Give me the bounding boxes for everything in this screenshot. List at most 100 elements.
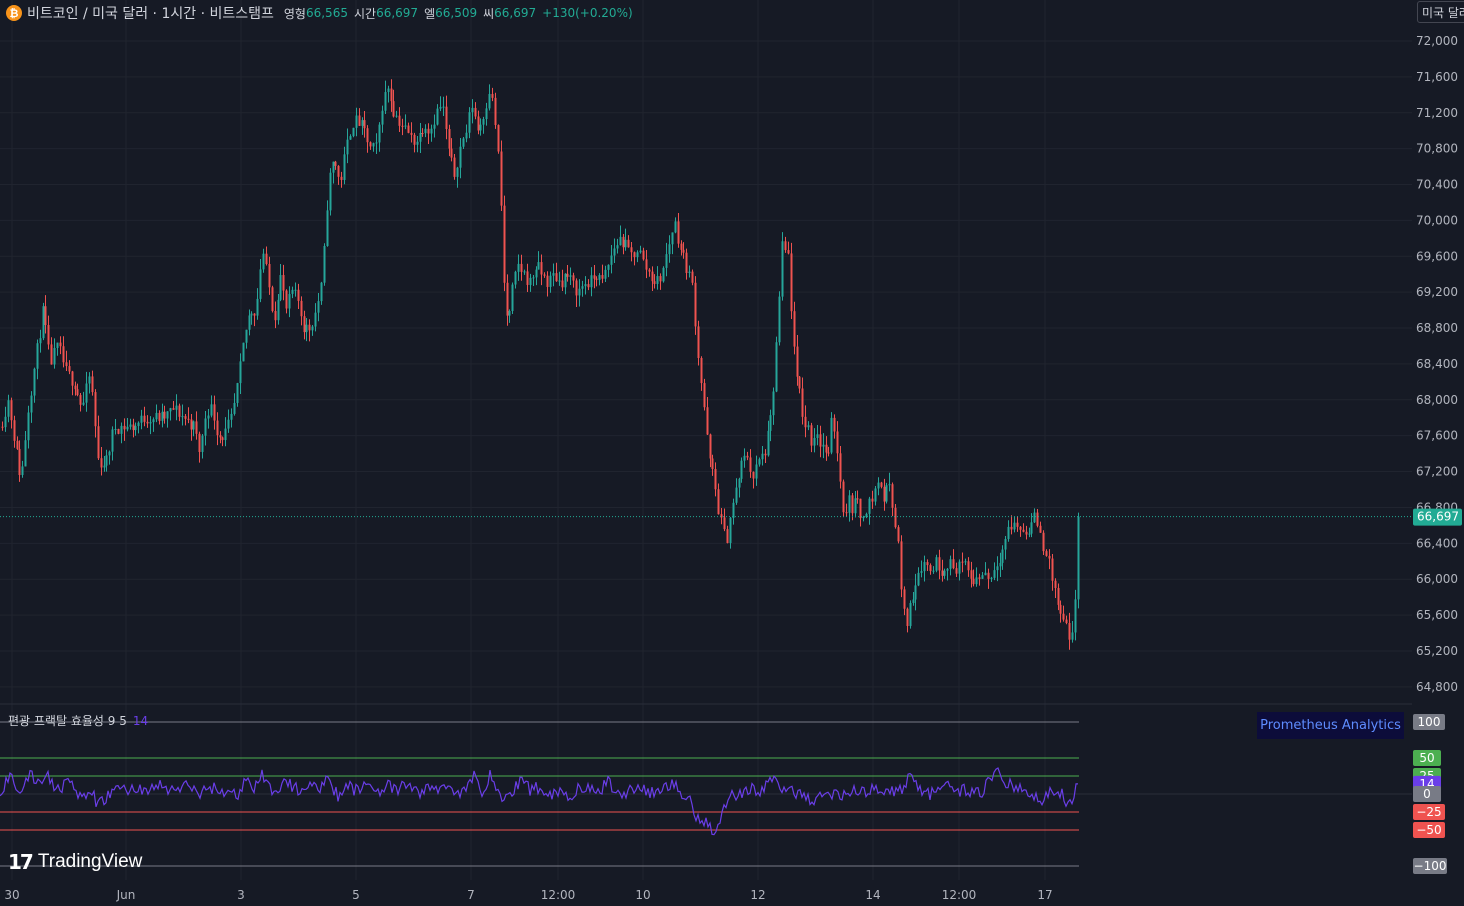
- candle-body: [349, 136, 352, 140]
- candle-body: [964, 561, 967, 563]
- candle-body: [42, 306, 45, 339]
- candle-body: [114, 429, 117, 431]
- candle-body: [230, 413, 233, 420]
- price-label: 65,600: [1416, 608, 1458, 622]
- candle-body: [639, 250, 642, 253]
- candle-body: [187, 418, 190, 420]
- candle-body: [1030, 522, 1033, 534]
- candle-body: [984, 572, 987, 576]
- candle-body: [253, 313, 256, 316]
- current-price-value: 66,697: [1417, 510, 1459, 524]
- candle-body: [274, 311, 277, 321]
- candle-body: [456, 167, 459, 177]
- candle-body: [381, 110, 384, 125]
- time-label: 5: [352, 888, 360, 902]
- candle-body: [198, 433, 201, 452]
- candle-body: [845, 512, 848, 514]
- candle-body: [44, 306, 47, 326]
- tradingview-logo[interactable]: 17 TradingView: [8, 850, 142, 874]
- candle-body: [1071, 632, 1074, 640]
- candle-body: [248, 315, 251, 330]
- candle-body: [900, 541, 903, 590]
- candle-body: [108, 451, 111, 456]
- candle-body: [717, 489, 720, 515]
- time-label: Jun: [116, 888, 136, 902]
- candle-body: [1057, 588, 1060, 605]
- candle-body: [146, 421, 149, 424]
- candle-body: [549, 275, 552, 287]
- candle-body: [334, 161, 337, 166]
- candle-body: [213, 404, 216, 421]
- candle-body: [972, 578, 975, 585]
- candle-body: [923, 562, 926, 572]
- candle-body: [117, 429, 120, 434]
- candle-body: [407, 125, 410, 133]
- candle-body: [36, 343, 39, 369]
- indicator-axis[interactable]: 1005025140−25−50−100: [1413, 714, 1447, 874]
- candle-body: [967, 561, 970, 571]
- bitcoin-icon[interactable]: ₿: [6, 5, 22, 21]
- candle-body: [993, 570, 996, 578]
- candle-body: [242, 342, 245, 362]
- candle-body: [587, 284, 590, 288]
- price-label: 69,600: [1416, 249, 1458, 263]
- candle-body: [1059, 604, 1062, 614]
- candle-body: [662, 267, 665, 282]
- candle-body: [132, 424, 135, 431]
- candle-body: [268, 264, 271, 288]
- candle-body: [500, 151, 503, 206]
- candle-body: [326, 210, 329, 246]
- candle-body: [859, 498, 862, 519]
- candle-body: [291, 289, 294, 294]
- candle-body: [885, 485, 888, 502]
- candle-body: [520, 263, 523, 272]
- price-label: 64,800: [1416, 680, 1458, 694]
- candle-body: [126, 426, 129, 430]
- indicator-title: 편광 프랙탈 효율성 9 5: [8, 714, 127, 728]
- candle-body: [735, 487, 738, 503]
- candle-body: [790, 253, 793, 312]
- candle-body: [543, 274, 546, 276]
- candle-body: [468, 112, 471, 133]
- candle-body: [590, 275, 593, 288]
- price-axis[interactable]: 72,000 71,600 71,200 70,800 70,400 70,000 69,6…: [1416, 34, 1458, 694]
- candle-body: [622, 236, 625, 248]
- candle-body: [607, 264, 610, 270]
- candle-body: [694, 282, 697, 327]
- indicator-legend[interactable]: 편광 프랙탈 효율성 9 5 14: [8, 712, 148, 729]
- candle-body: [511, 284, 514, 312]
- close-label: 씨: [483, 6, 495, 21]
- currency-button[interactable]: 미국 달러: [1417, 1, 1464, 23]
- prometheus-analytics-badge[interactable]: Prometheus Analytics: [1257, 712, 1404, 739]
- candle-body: [714, 468, 717, 490]
- candle-body: [18, 448, 21, 476]
- candle-body: [746, 455, 749, 458]
- candle-body: [363, 120, 366, 129]
- candle-body: [764, 453, 767, 456]
- candle-body: [1051, 558, 1054, 581]
- candle-body: [1001, 549, 1004, 563]
- candle-body: [210, 404, 213, 416]
- candle-body: [798, 376, 801, 389]
- open-label: 영형: [283, 6, 306, 21]
- candle-body: [439, 107, 442, 109]
- candle-body: [871, 498, 874, 502]
- candle-body: [772, 391, 775, 416]
- candle-body: [975, 577, 978, 585]
- candle-body: [1022, 529, 1025, 532]
- candle-body: [914, 585, 917, 600]
- candle-body: [419, 132, 422, 142]
- candle-body: [279, 275, 282, 300]
- candle-body: [366, 128, 369, 143]
- candle-body: [123, 425, 126, 430]
- candle-body: [807, 425, 810, 428]
- time-axis[interactable]: 30 Jun 3 5 7 12:00 10 12 14 12:00 17: [4, 888, 1052, 902]
- symbol-title[interactable]: 비트코인 / 미국 달러 · 1시간 · 비트스탬프: [27, 6, 274, 22]
- candle-body: [682, 249, 685, 253]
- candle-body: [1, 426, 4, 428]
- candle-body: [94, 392, 97, 427]
- candle-body: [1074, 599, 1077, 633]
- candle-body: [68, 366, 71, 372]
- candle-body: [308, 324, 311, 331]
